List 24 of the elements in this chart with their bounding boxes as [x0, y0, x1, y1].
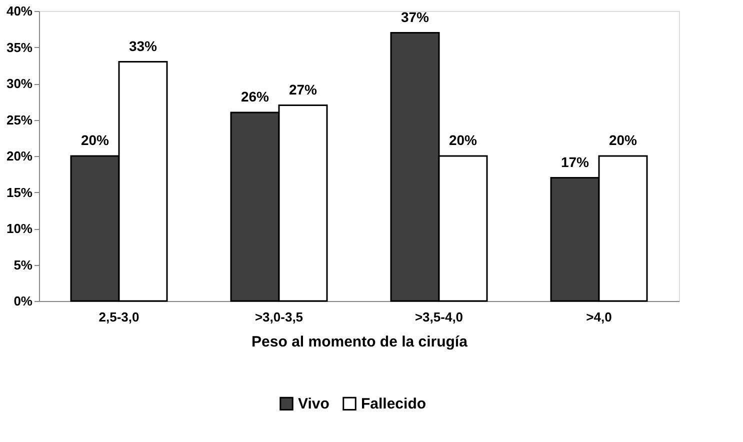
legend-label: Fallecido — [361, 396, 426, 413]
y-tick-label: 40% — [6, 4, 33, 18]
y-tick-label: 30% — [6, 76, 33, 91]
data-label: 17% — [560, 154, 590, 170]
legend-label: Vivo — [298, 396, 330, 413]
y-tick-label: 20% — [6, 148, 33, 164]
x-axis-title: Peso al momento de la cirugía — [252, 334, 468, 350]
x-tick-label: >3,0-3,5 — [254, 310, 304, 324]
y-tick-label: 25% — [6, 112, 33, 128]
y-tick-label: 5% — [14, 257, 33, 272]
y-tick-label: 0% — [14, 294, 33, 308]
data-label: 33% — [128, 38, 158, 54]
data-label: 20% — [80, 132, 110, 148]
data-label: 20% — [448, 132, 478, 148]
x-tick-label: 2,5-3,0 — [98, 310, 140, 324]
x-tick-label: >3,5-4,0 — [414, 310, 464, 324]
data-label: 37% — [400, 8, 430, 25]
data-label: 20% — [608, 132, 638, 148]
data-label: 26% — [240, 88, 270, 104]
y-tick-label: 10% — [6, 221, 33, 236]
data-label: 27% — [288, 81, 318, 98]
y-tick-label: 35% — [6, 40, 33, 55]
x-tick-label: >4,0 — [586, 310, 612, 324]
y-tick-label: 15% — [6, 184, 33, 200]
